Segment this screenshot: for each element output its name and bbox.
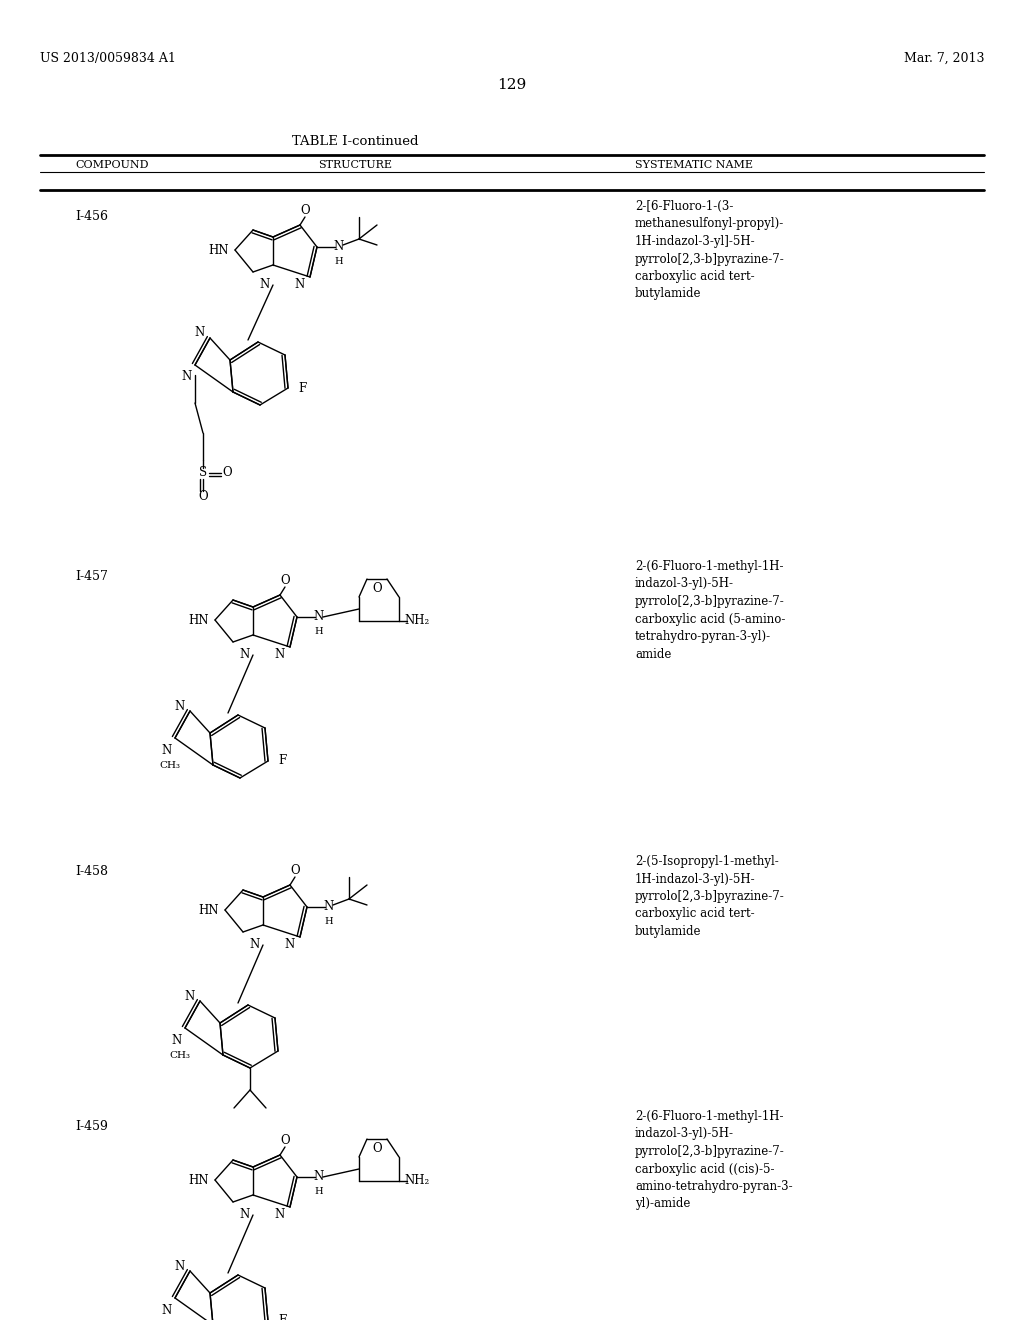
Text: N: N (250, 939, 260, 952)
Text: HN: HN (199, 903, 219, 916)
Text: HN: HN (209, 243, 229, 256)
Text: 2-(5-Isopropyl-1-methyl-
1H-indazol-3-yl)-5H-
pyrrolo[2,3-b]pyrazine-7-
carboxyl: 2-(5-Isopropyl-1-methyl- 1H-indazol-3-yl… (635, 855, 784, 939)
Text: N: N (324, 900, 334, 913)
Text: O: O (281, 573, 290, 586)
Text: 129: 129 (498, 78, 526, 92)
Text: O: O (199, 491, 208, 503)
Text: STRUCTURE: STRUCTURE (318, 160, 392, 170)
Text: I-459: I-459 (75, 1119, 108, 1133)
Text: Mar. 7, 2013: Mar. 7, 2013 (903, 51, 984, 65)
Text: N: N (162, 743, 172, 756)
Text: F: F (298, 381, 306, 395)
Text: N: N (334, 240, 344, 253)
Text: NH₂: NH₂ (404, 1175, 430, 1188)
Text: F: F (278, 1315, 286, 1320)
Text: COMPOUND: COMPOUND (75, 160, 148, 170)
Text: N: N (285, 939, 295, 952)
Text: N: N (195, 326, 205, 339)
Text: N: N (162, 1304, 172, 1316)
Text: CH₃: CH₃ (170, 1052, 190, 1060)
Text: N: N (260, 279, 270, 292)
Text: O: O (372, 582, 382, 595)
Text: 2-(6-Fluoro-1-methyl-1H-
indazol-3-yl)-5H-
pyrrolo[2,3-b]pyrazine-7-
carboxylic : 2-(6-Fluoro-1-methyl-1H- indazol-3-yl)-5… (635, 1110, 793, 1210)
Text: 2-[6-Fluoro-1-(3-
methanesulfonyl-propyl)-
1H-indazol-3-yl]-5H-
pyrrolo[2,3-b]py: 2-[6-Fluoro-1-(3- methanesulfonyl-propyl… (635, 201, 784, 301)
Text: US 2013/0059834 A1: US 2013/0059834 A1 (40, 51, 176, 65)
Text: N: N (175, 1259, 185, 1272)
Text: HN: HN (188, 614, 209, 627)
Text: N: N (240, 648, 250, 661)
Text: N: N (172, 1034, 182, 1047)
Text: N: N (240, 1209, 250, 1221)
Text: N: N (175, 700, 185, 713)
Text: I-457: I-457 (75, 570, 108, 583)
Text: O: O (281, 1134, 290, 1147)
Text: N: N (295, 279, 305, 292)
Text: H: H (314, 1187, 324, 1196)
Text: 2-(6-Fluoro-1-methyl-1H-
indazol-3-yl)-5H-
pyrrolo[2,3-b]pyrazine-7-
carboxylic : 2-(6-Fluoro-1-methyl-1H- indazol-3-yl)-5… (635, 560, 785, 660)
Text: O: O (290, 863, 300, 876)
Text: O: O (222, 466, 231, 479)
Text: SYSTEMATIC NAME: SYSTEMATIC NAME (635, 160, 753, 170)
Text: O: O (300, 203, 310, 216)
Text: TABLE I-continued: TABLE I-continued (292, 135, 418, 148)
Text: N: N (314, 1171, 325, 1184)
Text: H: H (325, 916, 334, 925)
Text: N: N (185, 990, 196, 1002)
Text: I-456: I-456 (75, 210, 108, 223)
Text: H: H (335, 256, 343, 265)
Text: H: H (314, 627, 324, 635)
Text: N: N (182, 371, 193, 384)
Text: HN: HN (188, 1173, 209, 1187)
Text: N: N (274, 648, 285, 661)
Text: N: N (314, 610, 325, 623)
Text: N: N (274, 1209, 285, 1221)
Text: S: S (199, 466, 207, 479)
Text: NH₂: NH₂ (404, 615, 430, 627)
Text: I-458: I-458 (75, 865, 108, 878)
Text: F: F (278, 755, 286, 767)
Text: CH₃: CH₃ (160, 762, 180, 771)
Text: O: O (372, 1143, 382, 1155)
